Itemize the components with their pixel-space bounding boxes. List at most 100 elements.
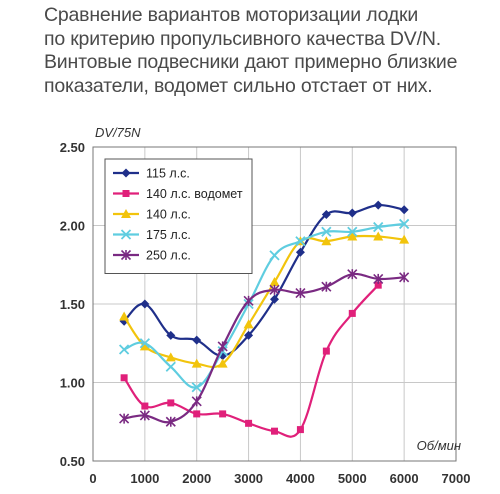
- data-point: [191, 358, 202, 368]
- x-tick-label: 5000: [338, 471, 367, 486]
- data-point: [139, 341, 150, 351]
- data-point-stroke: [139, 338, 150, 349]
- data-point: [295, 247, 305, 257]
- data-point: [166, 330, 176, 340]
- data-point-stroke: [399, 218, 410, 230]
- chart-legend: 115 л.с. 140 л.с. водомет 140 л.с. 175 л.с.…: [104, 158, 253, 274]
- caption-line-4: показатели, водомет сильно отстает от ни…: [44, 74, 433, 97]
- data-point: [321, 281, 332, 292]
- legend-label: 175 л.с.: [146, 228, 191, 242]
- data-point: [296, 426, 304, 434]
- data-point: [399, 272, 410, 283]
- data-point: [139, 338, 150, 349]
- data-point: [192, 335, 202, 345]
- data-point: [373, 221, 384, 233]
- data-point: [243, 319, 254, 329]
- data-point: [165, 361, 176, 372]
- data-point-stroke: [120, 229, 132, 240]
- y-tick-label: 1.50: [60, 297, 85, 312]
- data-point-stroke: [118, 344, 130, 355]
- data-point: [219, 410, 227, 418]
- data-point: [193, 410, 201, 418]
- series-line: [123, 272, 405, 424]
- caption-line-1: Сравнение вариантов моторизации лодки: [44, 4, 419, 26]
- data-point: [347, 231, 358, 241]
- data-point: [120, 249, 132, 261]
- data-point-stroke: [269, 250, 280, 261]
- data-point-stroke: [165, 361, 176, 372]
- x-tick-label: 1000: [130, 471, 159, 486]
- x-tick-label: 6000: [390, 471, 419, 486]
- legend-label: 250 л.с.: [146, 249, 191, 263]
- y-tick-label: 1.00: [60, 376, 85, 391]
- y-tick-label: 2.50: [60, 140, 85, 155]
- legend-label: 115 л.с.: [146, 167, 190, 181]
- data-point: [122, 190, 130, 197]
- data-point: [270, 294, 279, 304]
- data-point: [165, 352, 176, 362]
- y-tick-label: 2.00: [60, 219, 85, 234]
- data-point: [399, 234, 410, 244]
- data-point: [322, 347, 330, 355]
- x-tick-label: 7000: [442, 471, 471, 486]
- data-point: [244, 330, 254, 340]
- data-point: [321, 210, 331, 220]
- data-point: [141, 402, 149, 410]
- x-tick-label: 2000: [182, 471, 211, 486]
- legend-item: 115 л.с.: [113, 167, 190, 181]
- data-point: [245, 419, 253, 427]
- x-tick-label: 0: [89, 471, 96, 486]
- data-point: [191, 382, 202, 393]
- data-point: [373, 200, 383, 210]
- data-point: [217, 341, 228, 352]
- data-point: [399, 218, 410, 230]
- caption-line-2: по критерию пропульсивного качества DV/N…: [44, 27, 441, 50]
- data-point: [191, 396, 202, 407]
- series-5: [119, 269, 410, 427]
- data-point-stroke: [373, 221, 384, 233]
- data-point-stroke: [321, 226, 332, 237]
- data-point: [347, 208, 357, 218]
- y-tick-label: 0.50: [60, 454, 85, 469]
- data-point: [321, 236, 332, 246]
- data-point: [348, 309, 356, 317]
- data-point: [347, 269, 358, 280]
- data-point: [165, 416, 176, 427]
- data-point: [217, 358, 228, 368]
- legend-item: 250 л.с.: [113, 249, 191, 263]
- data-point: [118, 344, 130, 355]
- caption-line-3: Винтовые подвесники дают примерно близки…: [44, 51, 458, 73]
- data-point: [243, 295, 254, 306]
- data-point: [119, 413, 130, 424]
- data-point: [269, 277, 280, 287]
- data-point: [139, 410, 150, 421]
- series-1: [119, 200, 409, 361]
- data-point: [374, 281, 382, 289]
- plot-frame: [92, 146, 457, 462]
- x-tick-label: 3000: [234, 471, 263, 486]
- data-point: [120, 374, 128, 382]
- x-axis-label: Об/мин: [417, 438, 461, 453]
- data-point-stroke: [347, 226, 358, 237]
- data-point: [140, 299, 150, 309]
- y-axis-label: DV/75N: [95, 125, 141, 140]
- data-point-stroke: [191, 382, 202, 393]
- series-2: [120, 281, 382, 438]
- data-point: [373, 273, 384, 284]
- data-point-stroke: [295, 236, 306, 247]
- data-point: [167, 399, 175, 407]
- data-point: [295, 287, 306, 299]
- data-point: [121, 209, 131, 218]
- data-point: [120, 229, 132, 240]
- legend-label: 140 л.с. водомет: [146, 187, 243, 201]
- data-point: [321, 226, 332, 237]
- series-line: [123, 284, 380, 438]
- data-point: [347, 226, 358, 237]
- data-point: [295, 236, 306, 247]
- legend-label: 140 л.с.: [146, 208, 191, 222]
- legend-item: 175 л.с.: [113, 228, 191, 242]
- x-tick-label: 4000: [286, 471, 315, 486]
- legend-item: 140 л.с. водомет: [113, 187, 243, 201]
- chart-caption: Сравнение вариантов моторизации лодки по…: [44, 4, 484, 98]
